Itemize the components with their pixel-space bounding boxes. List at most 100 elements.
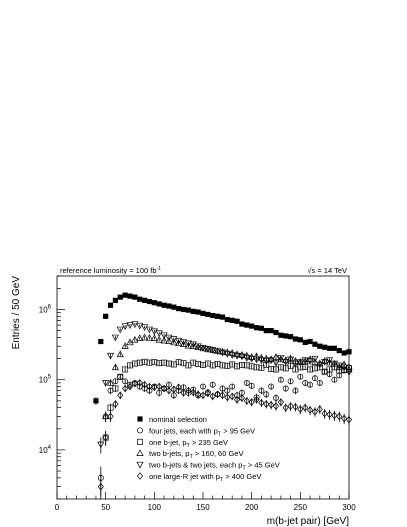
data-point bbox=[257, 357, 265, 365]
data-point bbox=[146, 387, 153, 394]
data-point bbox=[302, 339, 308, 345]
legend-entry: one b-jet, pT > 235 GeV bbox=[149, 438, 228, 449]
data-point bbox=[131, 379, 138, 388]
x-tick-label: 0 bbox=[55, 503, 60, 512]
data-point bbox=[277, 355, 285, 362]
data-point bbox=[224, 393, 231, 402]
data-point bbox=[228, 352, 236, 359]
legend-marker bbox=[137, 427, 143, 434]
x-axis: 0 50 100 150 200 250 300 bbox=[55, 492, 356, 512]
data-point bbox=[199, 345, 207, 352]
y-tick-label: 106 bbox=[39, 304, 52, 314]
data-point bbox=[189, 341, 197, 349]
data-point bbox=[218, 347, 227, 355]
data-point bbox=[107, 412, 114, 421]
data-point bbox=[311, 375, 318, 382]
data-point bbox=[316, 361, 324, 369]
data-point bbox=[296, 358, 304, 365]
data-point bbox=[249, 323, 255, 329]
data-point bbox=[287, 356, 295, 364]
data-point bbox=[340, 364, 348, 372]
data-point bbox=[185, 307, 191, 313]
data-point bbox=[215, 313, 221, 319]
data-point bbox=[224, 387, 231, 394]
x-axis-label: m(b-jet pair) [GeV] bbox=[267, 516, 349, 527]
data-point bbox=[345, 368, 353, 376]
data-point bbox=[112, 385, 119, 392]
data-point bbox=[117, 391, 124, 400]
data-point bbox=[176, 305, 182, 312]
data-point bbox=[204, 346, 212, 353]
data-point bbox=[234, 318, 240, 324]
data-point bbox=[341, 350, 347, 356]
x-tick-label: 150 bbox=[196, 503, 210, 512]
data-point bbox=[311, 355, 319, 363]
data-point bbox=[340, 360, 348, 368]
x-tick-label: 300 bbox=[342, 503, 356, 512]
data-point bbox=[331, 345, 337, 351]
data-point bbox=[292, 387, 299, 394]
legend-marker bbox=[137, 416, 143, 422]
data-point bbox=[185, 386, 192, 395]
data-point bbox=[155, 330, 163, 338]
data-point bbox=[166, 303, 172, 309]
data-point bbox=[141, 324, 149, 332]
data-point bbox=[127, 293, 133, 299]
data-point bbox=[156, 382, 163, 391]
x-tick-label: 100 bbox=[148, 503, 162, 512]
data-point bbox=[336, 412, 343, 421]
data-point bbox=[331, 376, 338, 383]
data-point bbox=[175, 387, 182, 394]
data-point bbox=[278, 332, 284, 338]
data-point bbox=[258, 325, 264, 331]
data-point bbox=[335, 362, 343, 370]
data-point bbox=[199, 391, 207, 400]
data-point bbox=[111, 363, 119, 371]
data-point bbox=[219, 314, 226, 320]
data-point bbox=[238, 351, 246, 358]
data-point bbox=[122, 366, 129, 373]
data-point bbox=[325, 357, 334, 365]
x-tick-label: 200 bbox=[245, 503, 259, 512]
data-point bbox=[195, 309, 201, 315]
data-point bbox=[258, 398, 265, 407]
data-point bbox=[317, 343, 323, 349]
data-point bbox=[292, 336, 299, 342]
data-point bbox=[297, 405, 304, 413]
data-point bbox=[234, 395, 241, 404]
data-point bbox=[126, 382, 134, 391]
legend-entry: two b-jets & two jets, each pT > 45 GeV bbox=[149, 461, 280, 472]
data-point bbox=[151, 383, 158, 392]
data-point bbox=[219, 385, 226, 392]
data-point bbox=[209, 392, 216, 401]
x-tick-label: 50 bbox=[101, 503, 110, 512]
data-point bbox=[136, 322, 144, 330]
data-point bbox=[282, 385, 289, 392]
data-point bbox=[291, 360, 300, 368]
data-point bbox=[321, 359, 329, 366]
y-tick-label: 105 bbox=[39, 375, 52, 385]
data-point bbox=[244, 322, 250, 328]
data-point bbox=[301, 357, 309, 365]
data-point bbox=[214, 348, 222, 356]
legend-entry: one large-R jet with pT > 400 GeV bbox=[149, 472, 261, 483]
data-point bbox=[126, 322, 134, 330]
data-point bbox=[291, 357, 300, 364]
legend-marker bbox=[136, 472, 144, 480]
data-point bbox=[229, 383, 236, 390]
data-point bbox=[200, 310, 206, 316]
data-point bbox=[346, 349, 352, 355]
data-point bbox=[263, 400, 270, 408]
data-point bbox=[233, 352, 241, 360]
data-point bbox=[341, 414, 348, 423]
data-point bbox=[243, 355, 251, 362]
data-point bbox=[277, 376, 284, 383]
data-point bbox=[180, 306, 187, 313]
data-point bbox=[263, 362, 270, 368]
data-point bbox=[277, 398, 284, 406]
data-point bbox=[292, 403, 299, 411]
data-point bbox=[93, 398, 99, 404]
data-point bbox=[137, 296, 143, 302]
data-point bbox=[112, 378, 119, 385]
